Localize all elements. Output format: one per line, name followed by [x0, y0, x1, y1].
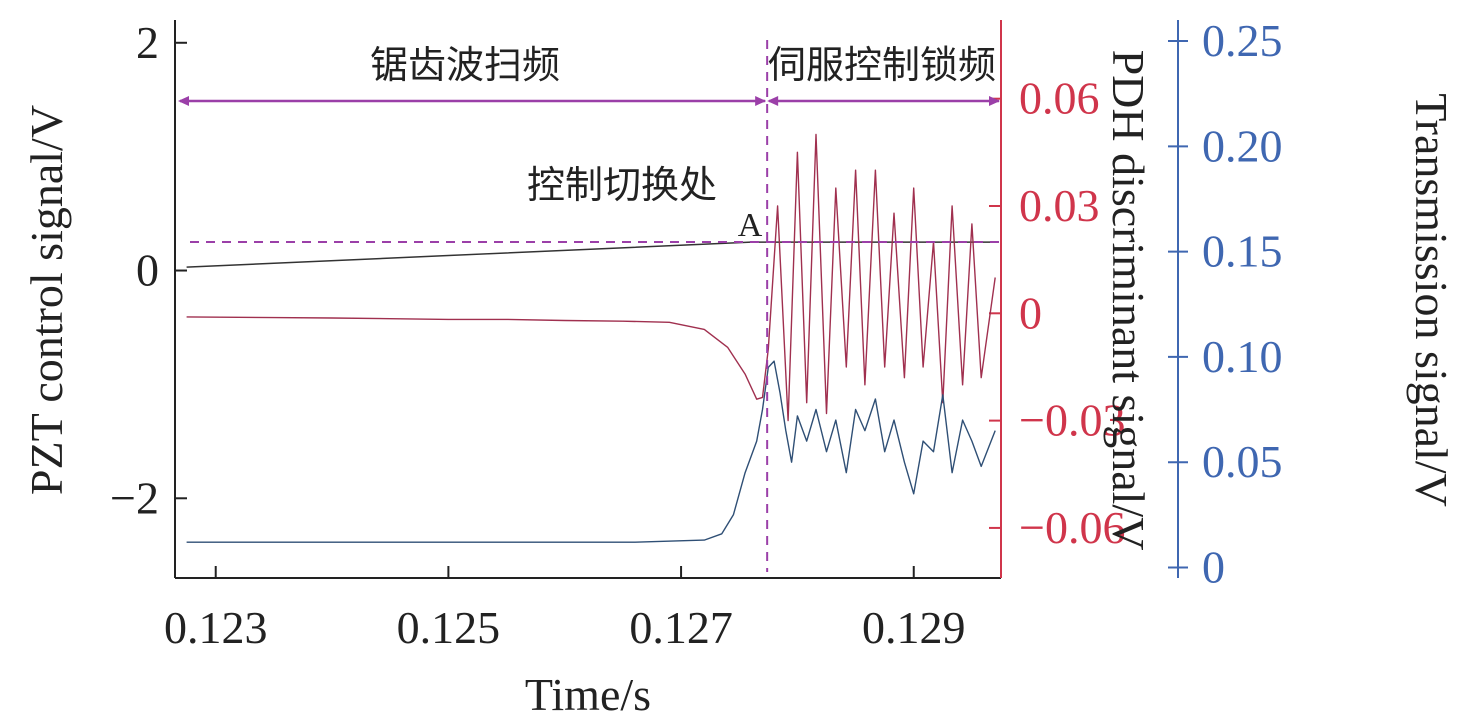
y-left-tick-label: 2 [136, 17, 159, 68]
pdh-tick-label: 0.06 [1019, 73, 1100, 124]
pdh-discriminant-line [186, 133, 996, 422]
transmission-tick-label: 0.20 [1202, 120, 1283, 171]
transmission-tick-label: 0.10 [1202, 331, 1283, 382]
pdh-tick-label: −0.03 [1019, 395, 1125, 446]
x-tick-label: 0.125 [397, 602, 501, 653]
switch-label: 控制切换处 [527, 163, 717, 207]
x-axis-title: Time/s [525, 669, 651, 720]
transmission-axis-title: Transmission signal/V [1406, 93, 1457, 507]
transmission-tick-label: 0.25 [1202, 15, 1283, 66]
transmission-line [186, 360, 996, 543]
pdh-ticks: −0.06 −0.03 0 0.03 0.06 [989, 73, 1125, 553]
lock-label: 伺服控制锁频 [768, 43, 996, 87]
x-tick-label: 0.129 [862, 602, 966, 653]
pdh-tick-label: 0 [1019, 287, 1042, 338]
x-ticks: 0.123 0.125 0.127 0.129 [164, 566, 966, 653]
x-tick-label: 0.123 [164, 602, 268, 653]
y-left-ticks: −2 0 2 [110, 17, 187, 523]
transmission-tick-label: 0 [1202, 541, 1225, 592]
transmission-ticks: 0 0.05 0.10 0.15 0.20 0.25 [1168, 15, 1283, 592]
y-left-tick-label: 0 [136, 245, 159, 296]
point-a-label: A [738, 207, 763, 244]
pdh-axis-title: PDH discriminant signal/V [1103, 50, 1154, 551]
transmission-tick-label: 0.05 [1202, 436, 1283, 487]
pzt-control-line [186, 241, 996, 268]
pdh-tick-label: 0.03 [1019, 180, 1100, 231]
transmission-tick-label: 0.15 [1202, 226, 1283, 277]
x-tick-label: 0.127 [629, 602, 733, 653]
left-axis-title: PZT control signal/V [21, 105, 72, 495]
sweep-label: 锯齿波扫频 [370, 43, 560, 87]
pdh-tick-label: −0.06 [1019, 502, 1125, 553]
y-left-tick-label: −2 [110, 472, 159, 523]
